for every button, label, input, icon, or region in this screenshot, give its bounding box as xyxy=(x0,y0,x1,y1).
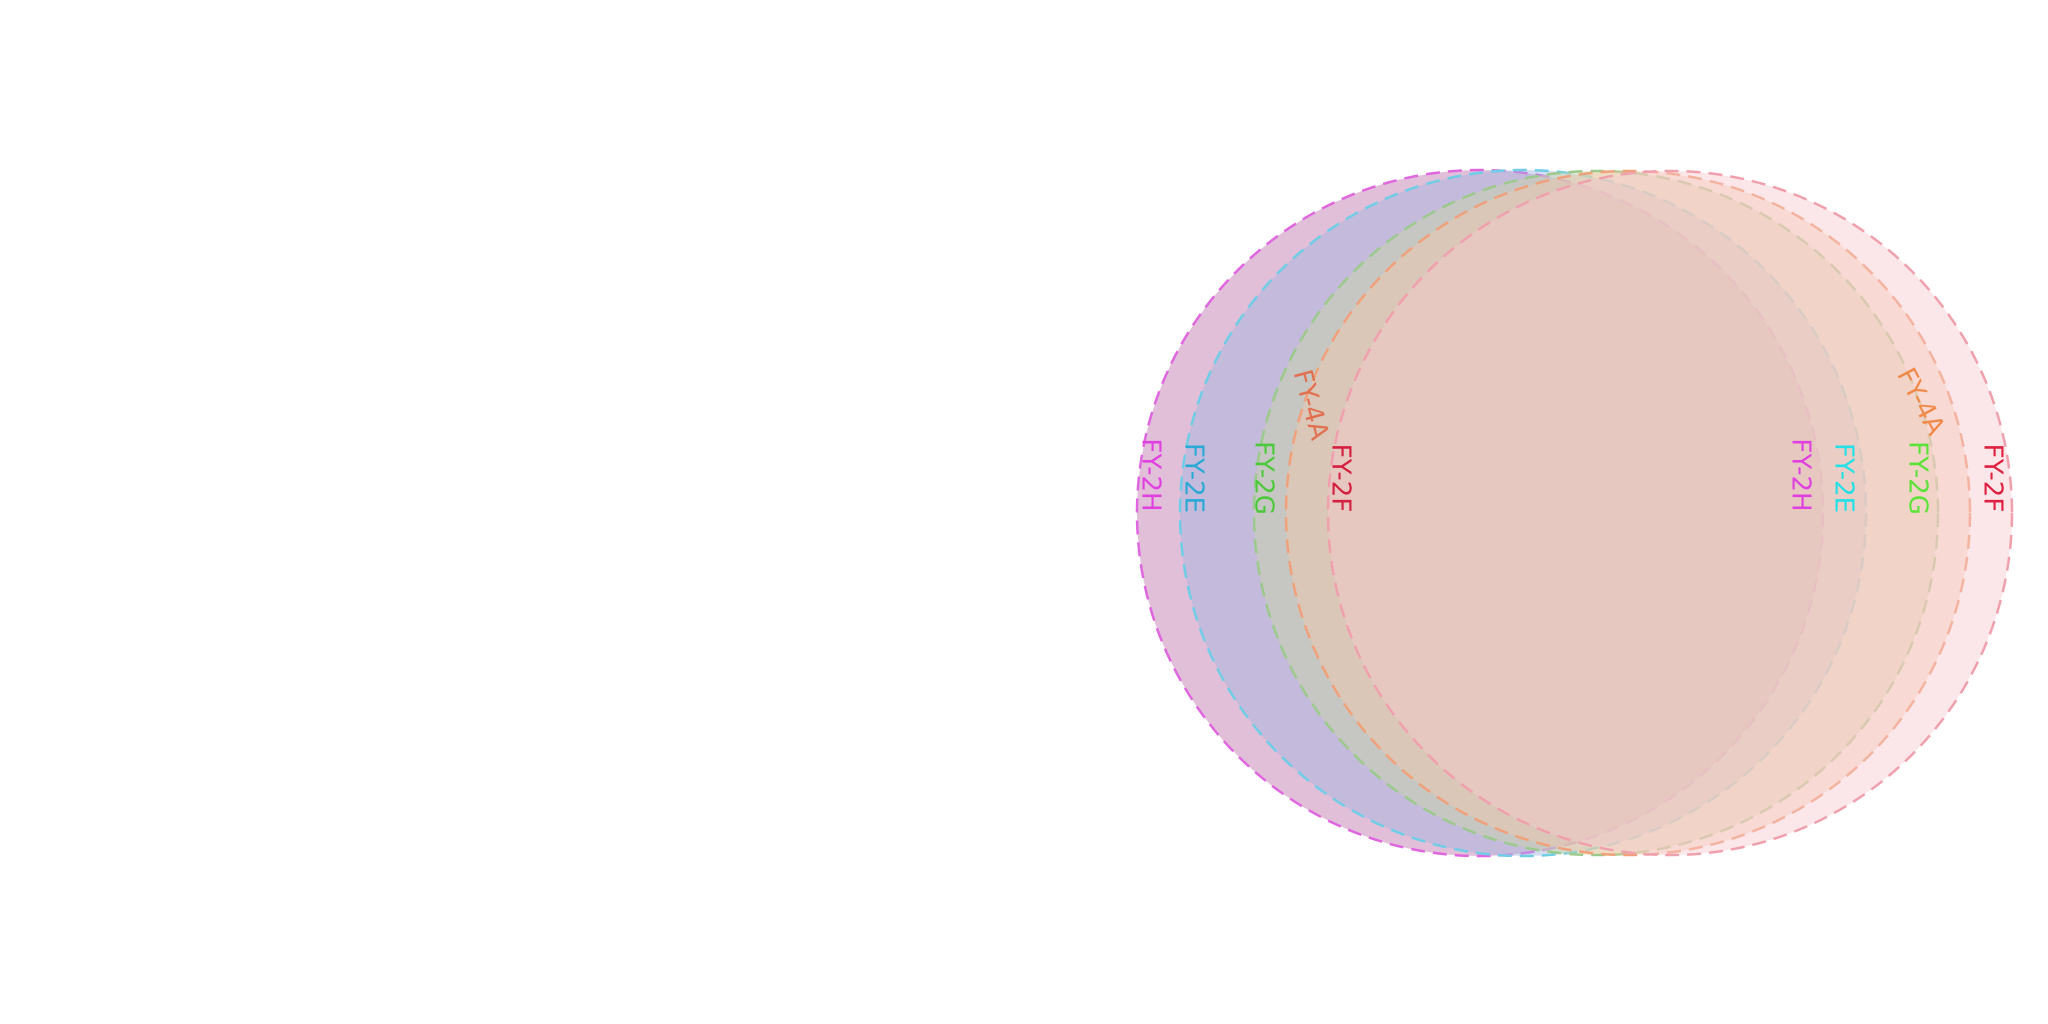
label-fy-2g-right: FY-2G xyxy=(1903,441,1933,515)
label-fy-2h-right: FY-2H xyxy=(1786,438,1816,511)
coverage-circle-fy-2e xyxy=(1178,168,1868,858)
label-fy-2h-left: FY-2H xyxy=(1136,438,1166,511)
coverage-circle-fy-2g xyxy=(1252,169,1940,857)
label-fy-2f-left: FY-2F xyxy=(1326,444,1356,513)
label-fy-2e-right: FY-2E xyxy=(1829,443,1859,513)
label-fy-2g-left: FY-2G xyxy=(1249,441,1279,515)
label-fy-2e-left: FY-2E xyxy=(1179,443,1209,513)
coverage-circles xyxy=(1135,168,2014,858)
label-fy-2f-right: FY-2F xyxy=(1978,444,2008,513)
coverage-circle-fy-2f xyxy=(1326,169,2014,857)
coverage-circle-fy-4a xyxy=(1284,169,1972,857)
coverage-circle-fy-2h xyxy=(1135,168,1825,858)
